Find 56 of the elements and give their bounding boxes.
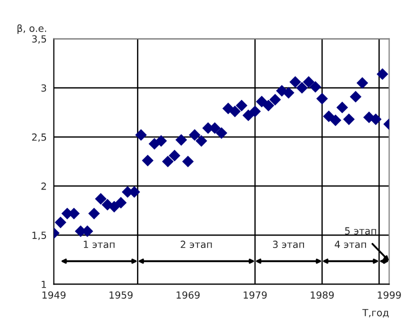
point: [242, 110, 254, 122]
point: [316, 92, 328, 104]
x-axis-title: T,год: [362, 309, 389, 318]
point: [330, 114, 342, 126]
x-tick-label: 1979: [244, 291, 267, 299]
x-tick-label: 1949: [42, 291, 66, 299]
point: [282, 86, 294, 99]
point: [175, 134, 188, 146]
point: [302, 76, 314, 88]
point: [108, 200, 120, 212]
point: [336, 102, 348, 114]
point: [168, 150, 180, 162]
point: [188, 129, 200, 141]
y-axis-title: β, о.е.: [18, 24, 46, 34]
point: [269, 94, 281, 106]
point: [155, 135, 167, 147]
point: [88, 208, 100, 220]
annotation: 4 этап: [334, 240, 366, 248]
annotation: 3 этап: [273, 240, 304, 248]
point: [162, 156, 174, 168]
point: [54, 216, 66, 228]
y-tick-label: 3,5: [32, 35, 46, 44]
point: [216, 127, 228, 139]
point: [322, 110, 335, 122]
point: [289, 76, 302, 88]
y-tick-label: 3: [41, 84, 46, 92]
point: [229, 106, 241, 118]
point: [350, 90, 362, 103]
point: [370, 113, 382, 126]
point: [115, 196, 127, 209]
point: [296, 82, 308, 94]
x-tick-label: 1959: [110, 291, 133, 299]
annotation: 5 этап: [345, 227, 376, 235]
point: [222, 102, 234, 114]
y-tick-label: 2: [41, 182, 46, 190]
point: [196, 135, 208, 147]
point: [142, 154, 154, 166]
point: [249, 106, 261, 118]
y-tick-label: 1: [42, 280, 46, 288]
point: [182, 156, 194, 168]
annotation: 1 этап: [84, 240, 115, 248]
point: [376, 68, 388, 80]
y-tick-label: 2,5: [32, 133, 46, 142]
point: [236, 100, 248, 112]
point: [135, 129, 147, 141]
x-tick-label: 1969: [176, 291, 200, 299]
point: [94, 193, 107, 205]
x-tick-label: 1989: [310, 291, 334, 299]
annotation: 2 этап: [180, 240, 212, 248]
x-tick-label: 1999: [378, 291, 401, 299]
point: [310, 81, 322, 93]
point: [356, 77, 368, 89]
y-tick-label: 1,5: [32, 232, 46, 240]
point: [262, 100, 274, 112]
point: [256, 96, 268, 108]
point: [343, 113, 355, 126]
